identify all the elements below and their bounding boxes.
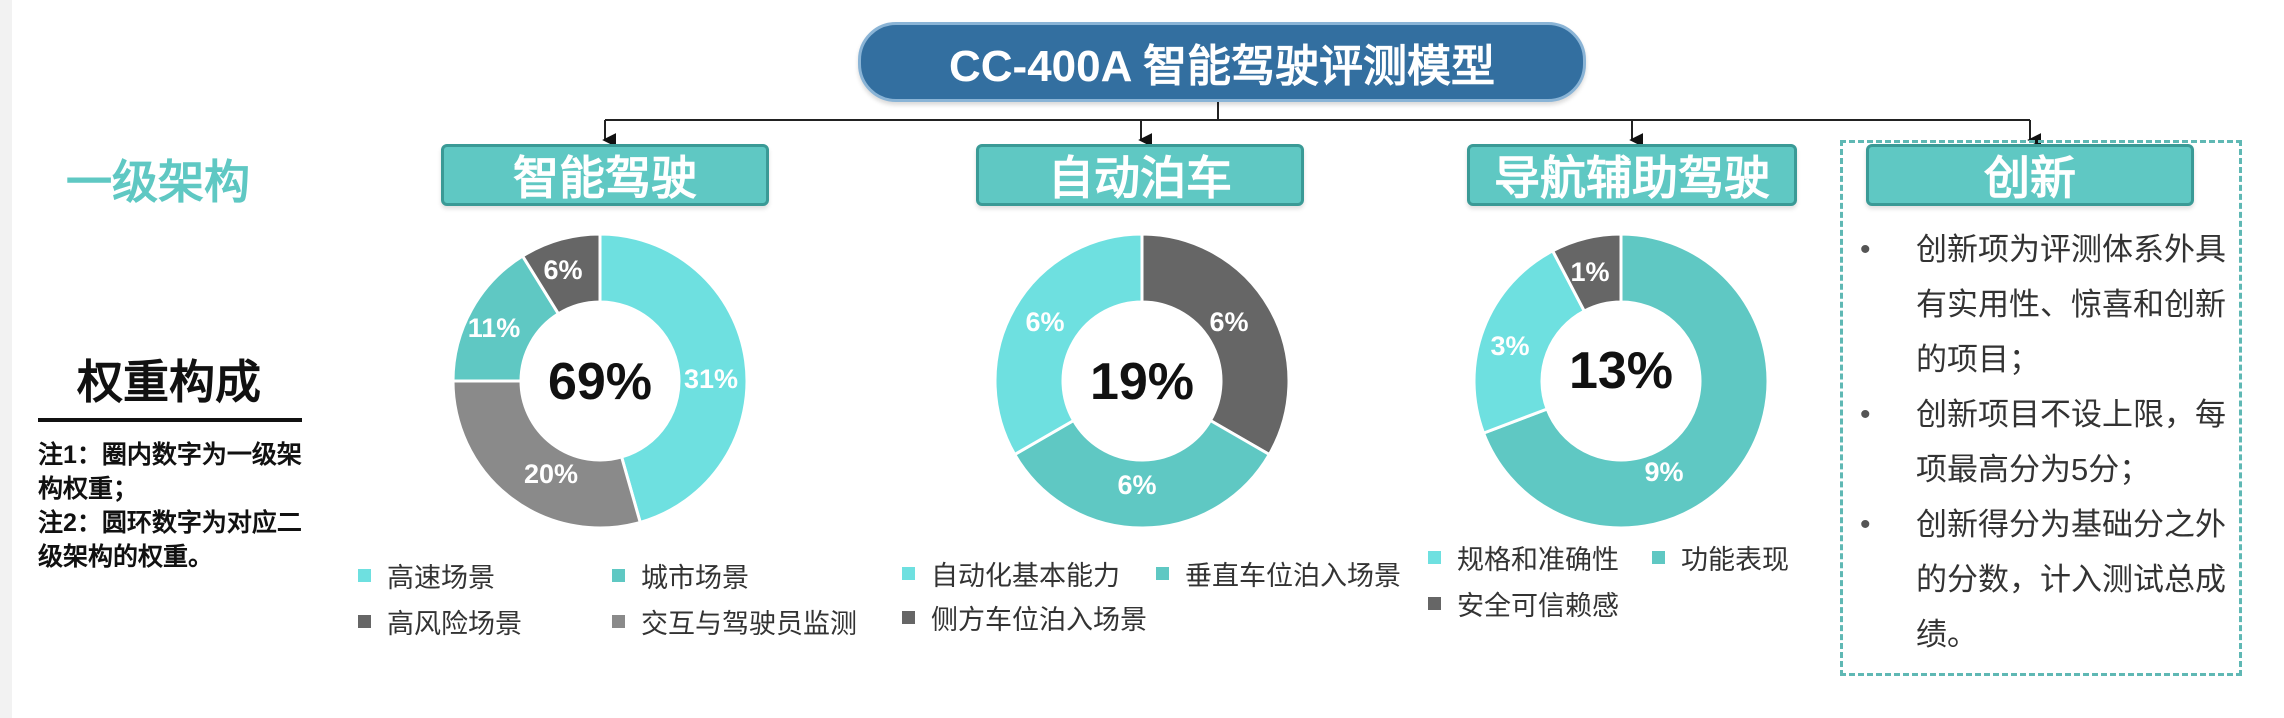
- legend-item: 功能表现: [1652, 538, 1789, 577]
- segment-label-2: 20%: [524, 459, 578, 489]
- innovation-item-text: 创新项为评测体系外具有实用性、惊喜和创新的项目；: [1916, 232, 2226, 377]
- category-box-nav-assist: 导航辅助驾驶: [1467, 144, 1797, 206]
- weight-title: 权重构成: [77, 356, 261, 408]
- legend-text: 自动化基本能力: [931, 561, 1120, 591]
- donut-chart-auto-parking: 19% 6% 6% 6%: [993, 232, 1291, 530]
- segment-label-2: 6%: [1117, 470, 1156, 500]
- donut-chart-smart-driving: 69% 31% 20% 11% 6%: [451, 232, 749, 530]
- donut-segments: [1472, 232, 1770, 530]
- segment-labels: 9% 3% 1%: [1490, 257, 1683, 487]
- legend-swatch: [612, 615, 625, 628]
- tier-label: 一级架构: [66, 156, 250, 208]
- donut-segment-4: [520, 232, 602, 316]
- innovation-item-text: 创新得分为基础分之外的分数，计入测试总成绩。: [1916, 507, 2226, 652]
- segment-label-1: 31%: [684, 364, 738, 394]
- innovation-list: • 创新项为评测体系外具有实用性、惊喜和创新的项目； • 创新项目不设上限，每项最高…: [1852, 222, 2232, 662]
- innovation-item-text: 创新项目不设上限，每项最高分为5分；: [1916, 397, 2226, 487]
- donut-segment-2: [1472, 248, 1587, 436]
- legend-swatch: [1156, 567, 1169, 580]
- legend-text: 规格和准确性: [1457, 545, 1619, 575]
- legend-swatch: [1428, 551, 1441, 564]
- donut-segment-3: [993, 232, 1144, 457]
- innovation-item-2: • 创新项目不设上限，每项最高分为5分；: [1852, 387, 2232, 497]
- legend-item: 交互与驾驶员监测: [612, 602, 857, 641]
- segment-label-3: 11%: [468, 313, 521, 343]
- legend-item: 高速场景: [358, 556, 495, 595]
- legend-swatch: [612, 569, 625, 582]
- segment-labels: 6% 6% 6%: [1025, 307, 1248, 500]
- donut-center-value: 69%: [548, 353, 652, 411]
- category-box-smart-driving: 智能驾驶: [441, 144, 769, 206]
- legend-text: 垂直车位泊入场景: [1185, 561, 1401, 591]
- donut-segment-2: [1012, 418, 1272, 530]
- innovation-panel-border: [1840, 140, 2242, 676]
- legend-swatch: [358, 569, 371, 582]
- legend-item: 侧方车位泊入场景: [902, 598, 1147, 637]
- legend-text: 交互与驾驶员监测: [641, 609, 857, 639]
- segment-label-2: 3%: [1490, 331, 1529, 361]
- legend-swatch: [902, 611, 915, 624]
- note-2: 注2：圆环数字为对应二级架构的权重。: [38, 509, 302, 571]
- legend-text: 城市场景: [641, 563, 749, 593]
- legend-text: 安全可信赖感: [1457, 591, 1619, 621]
- legend-item: 垂直车位泊入场景: [1156, 554, 1401, 593]
- innovation-item-3: • 创新得分为基础分之外的分数，计入测试总成绩。: [1852, 497, 2232, 662]
- segment-label-4: 6%: [543, 255, 582, 285]
- donut-segment-1: [1481, 232, 1770, 530]
- legend-swatch: [902, 567, 915, 580]
- segment-label-3: 6%: [1025, 307, 1064, 337]
- legend-swatch: [358, 615, 371, 628]
- bullet-dot: •: [1860, 398, 1871, 431]
- legend-swatch: [1428, 597, 1441, 610]
- category-box-innovation: 创新: [1866, 144, 2194, 206]
- donut-center-value: 13%: [1569, 342, 1673, 400]
- legend-text: 高风险场景: [387, 609, 522, 639]
- legend-text: 高速场景: [387, 563, 495, 593]
- note-1: 注1：圈内数字为一级架构权重；: [38, 441, 302, 503]
- donut-segments: [451, 232, 749, 530]
- legend-item: 城市场景: [612, 556, 749, 595]
- weight-underline: [38, 418, 302, 422]
- category-box-auto-parking: 自动泊车: [976, 144, 1304, 206]
- legend-item: 安全可信赖感: [1428, 584, 1619, 623]
- donut-segment-1: [598, 232, 749, 525]
- legend-item: 高风险场景: [358, 602, 522, 641]
- donut-center-value: 19%: [1090, 353, 1194, 411]
- legend-swatch: [1652, 551, 1665, 564]
- donut-segment-3: [1550, 232, 1623, 314]
- legend-text: 侧方车位泊入场景: [931, 605, 1147, 635]
- donut-segments: [993, 232, 1291, 530]
- bullet-dot: •: [1860, 508, 1871, 541]
- left-edge-strip: [0, 0, 12, 718]
- legend-item: 自动化基本能力: [902, 554, 1120, 593]
- segment-label-1: 6%: [1209, 307, 1248, 337]
- donut-chart-nav-assist: 13% 9% 3% 1%: [1472, 232, 1770, 530]
- innovation-item-1: • 创新项为评测体系外具有实用性、惊喜和创新的项目；: [1852, 222, 2232, 387]
- legend-text: 功能表现: [1681, 545, 1789, 575]
- model-title: CC-400A 智能驾驶评测模型: [858, 22, 1586, 102]
- legend-item: 规格和准确性: [1428, 538, 1619, 577]
- bullet-dot: •: [1860, 233, 1871, 266]
- donut-segment-1: [1140, 232, 1291, 457]
- segment-labels: 31% 20% 11% 6%: [468, 255, 738, 489]
- segment-label-3: 1%: [1570, 257, 1609, 287]
- donut-segment-2: [451, 379, 643, 530]
- segment-label-1: 9%: [1644, 457, 1683, 487]
